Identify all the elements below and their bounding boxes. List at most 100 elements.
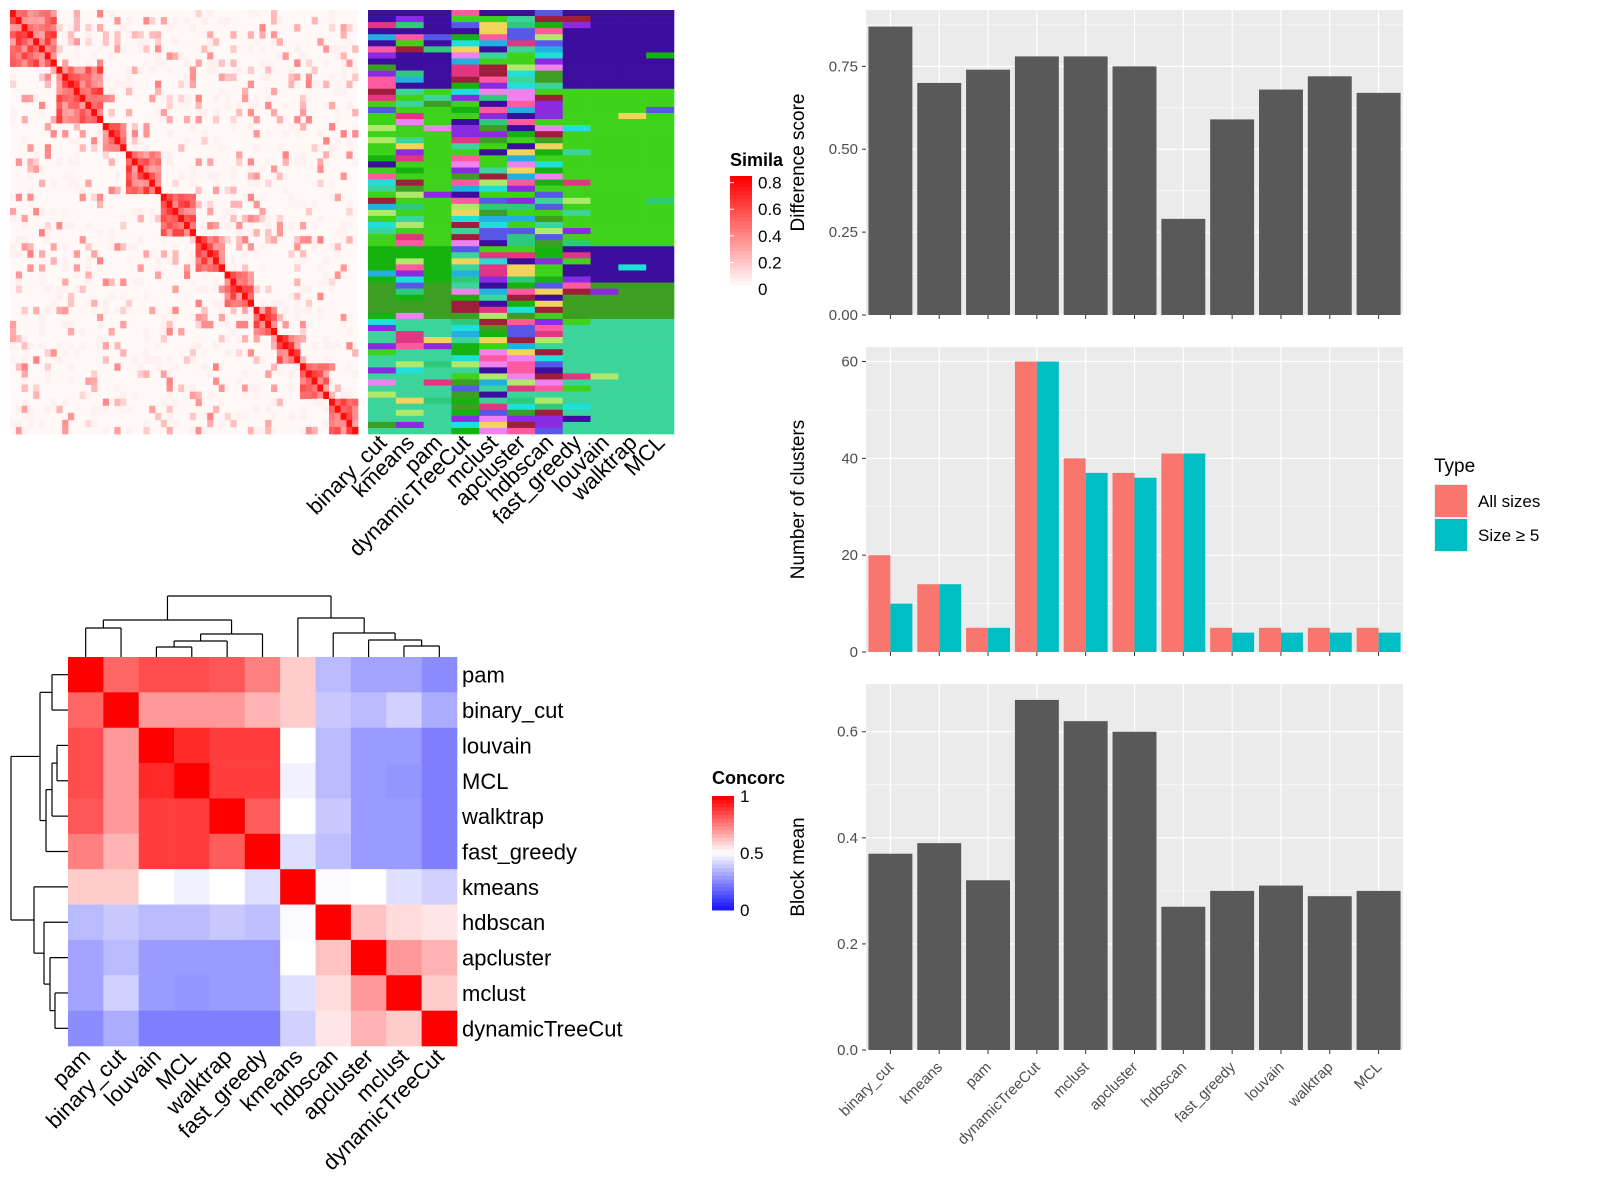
type-legend-title: Type [1434,456,1475,477]
concordance-cell [280,692,316,729]
bar-apcluster-size-ge5 [1134,477,1157,652]
similarity-cell [276,229,283,237]
assignment-cell [479,240,508,247]
similarity-cell [189,278,196,286]
similarity-cell [195,250,202,258]
assignment-cell [590,361,619,368]
cluster-assignment-heatmap [368,10,675,435]
similarity-heatmap [10,10,359,435]
concordance-cell [103,833,140,870]
assignment-cell [562,379,591,386]
concordance-cell [209,1010,246,1047]
concordance-cell [386,869,422,905]
similarity-cell [27,31,34,39]
assignment-cell [507,215,536,223]
similarity-cell [108,236,115,244]
assignment-cell [534,234,564,241]
similarity-cell [143,158,150,166]
legend-swatch [730,236,752,241]
bar-binary_cut [868,26,913,316]
legend-swatch [712,864,734,869]
similarity-cell [85,264,92,272]
assignment-cell [423,10,452,17]
bar-louvain-size-ge5 [1280,632,1303,652]
concordance-cell [174,798,210,835]
similarity-cell [271,363,278,371]
concordance-cell [350,833,387,870]
legend-swatch [712,803,734,808]
assignment-cell [395,306,424,314]
similarity-cell [300,384,307,392]
similarity-cell [62,207,69,216]
similarity-cell [39,229,46,237]
similarity-cell [79,87,86,96]
assignment-cell [479,300,508,308]
assignment-cell [451,415,480,423]
similarity-cell [276,38,283,46]
similarity-cell [213,222,220,230]
similarity-cell [73,151,80,159]
similarity-cell [68,80,75,89]
bar-apcluster [1112,66,1157,315]
assignment-cell [590,397,619,405]
similarity-cell [346,391,353,400]
similarity-cell [300,426,307,435]
similarity-cell [288,342,295,350]
similarity-cell [340,59,347,67]
assignment-cell [618,125,647,132]
similarity-cell [91,108,98,117]
similarity-cell [73,38,80,46]
assignment-cell [507,149,536,156]
similarity-cell [218,250,225,258]
assignment-cell [507,125,536,132]
similarity-cell [271,10,278,18]
assignment-cell [507,270,536,277]
similarity-cell [172,38,179,46]
assignment-cell [395,355,424,362]
assignment-cell [507,76,536,83]
similarity-cell [294,130,301,138]
similarity-cell [15,426,22,435]
assignment-cell [618,106,647,114]
assignment-cell [451,282,480,289]
similarity-cell [305,370,312,378]
assignment-cell [618,203,647,211]
similarity-cell [172,250,179,258]
concordance-cell [386,939,422,976]
similarity-cell [247,158,254,166]
similarity-cell [195,398,202,407]
similarity-cell [178,144,185,152]
similarity-cell [102,405,109,414]
concordance-cell [174,763,210,799]
similarity-cell [294,313,301,322]
similarity-cell [126,80,133,89]
assignment-cell [562,270,591,277]
similarity-cell [253,356,260,364]
similarity-cell [97,200,104,209]
assignment-cell [479,161,508,168]
similarity-cell [39,278,46,286]
similarity-cell [33,38,40,46]
assignment-cell [507,282,536,289]
similarity-cell [189,200,196,209]
assignment-cell [590,167,619,174]
assignment-cell [368,106,397,114]
assignment-cell [618,191,647,199]
similarity-cell [97,264,104,272]
similarity-cell [213,377,220,385]
similarity-cell [259,264,266,272]
similarity-cell [265,285,272,294]
similarity-cell [213,363,220,371]
similarity-cell [21,24,28,32]
assignment-cell [646,379,675,386]
similarity-cell [97,108,104,117]
concordance-cell [209,727,246,764]
similarity-cell [15,236,22,244]
concordance-cell [138,869,175,905]
similarity-cell [201,17,208,25]
assignment-cell [368,137,397,144]
similarity-cell [166,384,173,392]
similarity-cell [39,38,46,46]
assignment-cell [395,64,424,71]
similarity-cell [184,271,191,279]
